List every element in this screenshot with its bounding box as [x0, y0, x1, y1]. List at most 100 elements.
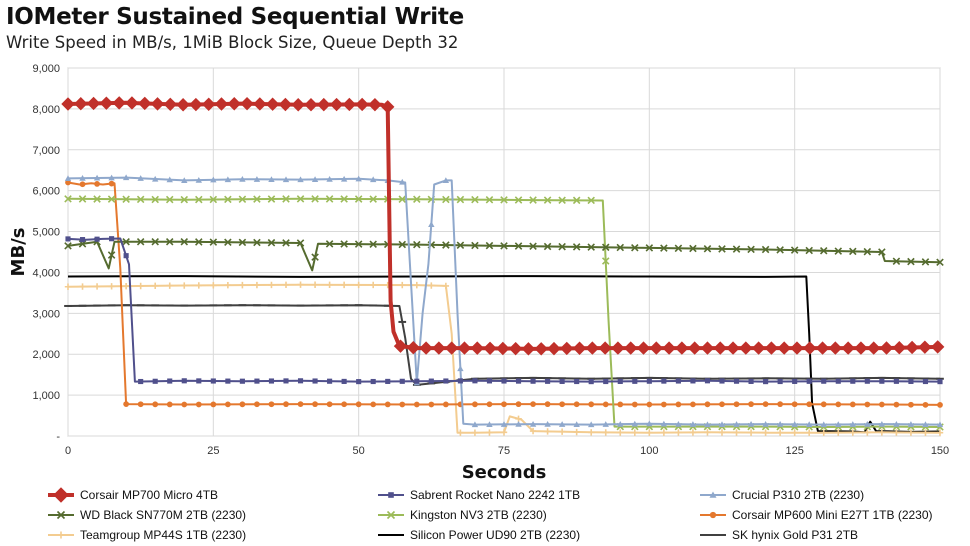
- series-marker: [137, 401, 144, 408]
- series-marker: [340, 175, 348, 182]
- series-marker: [268, 281, 275, 289]
- series-marker: [878, 420, 886, 427]
- series-marker: [370, 378, 376, 385]
- series-marker: [922, 421, 929, 428]
- series-marker: [470, 341, 484, 355]
- series-marker: [514, 196, 523, 204]
- series-marker: [355, 401, 362, 408]
- series-marker: [662, 341, 676, 355]
- series-teamgroup-mp44s-1tb-2230: [64, 281, 944, 436]
- series-marker: [602, 401, 609, 408]
- series-marker: [413, 281, 420, 289]
- series-marker: [515, 415, 522, 423]
- series-marker: [195, 176, 202, 183]
- series-marker: [849, 421, 856, 427]
- series-marker: [354, 195, 363, 203]
- series-marker: [893, 401, 900, 408]
- series-marker: [282, 239, 290, 247]
- series-marker: [660, 420, 668, 427]
- series-marker: [486, 421, 493, 428]
- series-marker: [864, 429, 871, 436]
- series-marker: [471, 421, 479, 428]
- series-marker: [585, 341, 600, 355]
- series-marker: [815, 341, 830, 355]
- series-marker: [210, 176, 217, 183]
- legend-swatch-marker: [709, 491, 717, 498]
- series-marker: [921, 258, 930, 266]
- legend-item: Kingston NV3 2TB (2230): [378, 508, 547, 522]
- series-marker: [291, 98, 305, 112]
- y-tick-label: 3,000: [32, 308, 60, 320]
- series-marker: [167, 378, 173, 384]
- series-marker: [253, 195, 261, 203]
- series-marker: [544, 421, 551, 427]
- series-marker: [457, 429, 464, 436]
- series-marker: [660, 401, 667, 408]
- y-tick-label: 1,000: [32, 390, 60, 402]
- series-marker: [486, 401, 493, 408]
- series-wd-black-sn770m-2tb-2230: [64, 238, 944, 272]
- series-marker: [529, 427, 537, 435]
- series-marker: [790, 246, 799, 254]
- series-marker: [150, 97, 165, 111]
- series-corsair-mp700-micro-4tb: [61, 96, 945, 356]
- series-marker: [739, 341, 753, 355]
- series-marker: [413, 240, 421, 249]
- series-marker: [163, 97, 178, 112]
- series-marker: [646, 378, 652, 384]
- series-marker: [646, 429, 653, 436]
- series-marker: [907, 257, 915, 266]
- series-marker: [529, 420, 537, 427]
- series-marker: [123, 401, 130, 407]
- series-marker: [442, 177, 450, 184]
- series-marker: [936, 429, 944, 436]
- legend-item: Crucial P310 2TB (2230): [700, 488, 864, 502]
- series-marker: [311, 176, 319, 182]
- series-marker: [165, 195, 174, 204]
- series-marker: [806, 429, 813, 436]
- chart-title: IOMeter Sustained Sequential Write: [6, 4, 464, 30]
- x-tick-label: 25: [207, 445, 219, 457]
- series-marker: [905, 340, 919, 355]
- series-marker: [776, 246, 784, 254]
- series-marker: [122, 282, 130, 290]
- series-marker: [238, 238, 247, 247]
- series-marker: [530, 378, 536, 384]
- series-marker: [253, 281, 261, 289]
- legend-item: Corsair MP700 Micro 4TB: [48, 487, 218, 503]
- series-marker: [64, 175, 72, 181]
- series-marker: [936, 421, 944, 428]
- series-marker: [719, 378, 725, 384]
- series-marker: [209, 195, 218, 204]
- series-marker: [747, 421, 755, 427]
- series-marker: [922, 378, 929, 385]
- series-marker: [74, 97, 88, 111]
- series-marker: [311, 281, 319, 288]
- series-marker: [399, 378, 405, 384]
- series-marker: [109, 236, 115, 242]
- series-marker: [748, 378, 754, 384]
- series-marker: [616, 243, 625, 252]
- series-marker: [180, 238, 189, 246]
- series-marker: [907, 429, 915, 436]
- series-marker: [806, 378, 812, 384]
- series-marker: [296, 239, 305, 247]
- series-marker: [224, 238, 232, 247]
- legend-swatch-marker: [53, 487, 69, 503]
- y-tick-label: 9,000: [32, 63, 60, 75]
- series-marker: [282, 195, 290, 203]
- x-tick-label: 75: [498, 445, 510, 457]
- series-marker: [428, 378, 434, 384]
- series-marker: [689, 429, 697, 436]
- series-marker: [821, 378, 827, 384]
- series-marker: [327, 378, 333, 384]
- legend-item: Sabrent Rocket Nano 2242 1TB: [378, 488, 580, 502]
- series-marker: [603, 378, 609, 385]
- series-marker: [125, 96, 139, 110]
- series-marker: [195, 401, 202, 408]
- series-marker: [108, 283, 115, 290]
- series-marker: [687, 341, 702, 355]
- series-marker: [297, 281, 304, 288]
- series-crucial-p310-2tb-2230: [64, 174, 944, 428]
- legend-label: Sabrent Rocket Nano 2242 1TB: [410, 488, 580, 502]
